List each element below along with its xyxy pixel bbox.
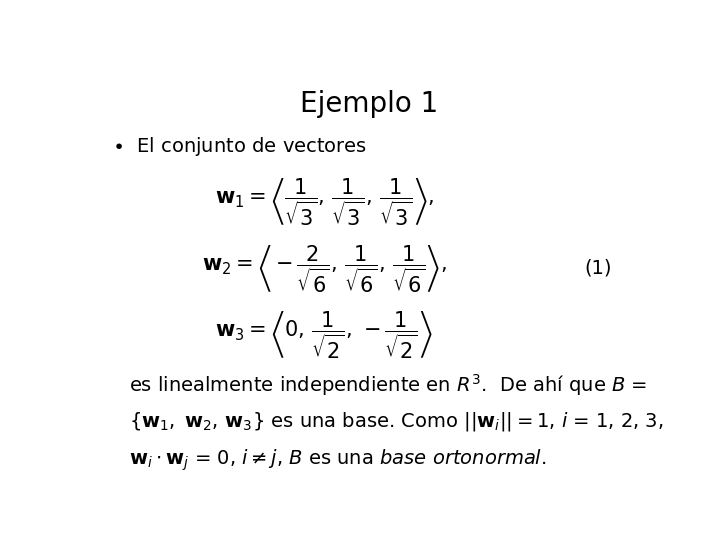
Text: $\mathbf{w}_2 = \left\langle -\dfrac{2}{\sqrt{6}},\, \dfrac{1}{\sqrt{6}},\, \dfr: $\mathbf{w}_2 = \left\langle -\dfrac{2}{…	[202, 244, 446, 295]
Text: $\bullet$  El conjunto de vectores: $\bullet$ El conjunto de vectores	[112, 136, 367, 158]
Text: $\mathbf{w}_i \cdot \mathbf{w}_j$ = 0, $i \neq j$, $B$ es una $\mathbf{\mathit{b: $\mathbf{w}_i \cdot \mathbf{w}_j$ = 0, $…	[129, 447, 546, 473]
Text: $\{\mathbf{w}_1,\;\mathbf{w}_2,\,\mathbf{w}_3\}$ es una base. Como $||\mathbf{w}: $\{\mathbf{w}_1,\;\mathbf{w}_2,\,\mathbf…	[129, 410, 664, 433]
Text: $\mathbf{w}_1 = \left\langle \dfrac{1}{\sqrt{3}},\, \dfrac{1}{\sqrt{3}},\, \dfra: $\mathbf{w}_1 = \left\langle \dfrac{1}{\…	[215, 177, 434, 228]
Text: Ejemplo 1: Ejemplo 1	[300, 90, 438, 118]
Text: $\mathbf{w}_3 = \left\langle 0,\, \dfrac{1}{\sqrt{2}},\, -\dfrac{1}{\sqrt{2}} \r: $\mathbf{w}_3 = \left\langle 0,\, \dfrac…	[215, 310, 433, 361]
Text: (1): (1)	[584, 258, 611, 277]
Text: es linealmente independiente en $R^3$.  De ahí que $B$ =: es linealmente independiente en $R^3$. D…	[129, 373, 647, 399]
